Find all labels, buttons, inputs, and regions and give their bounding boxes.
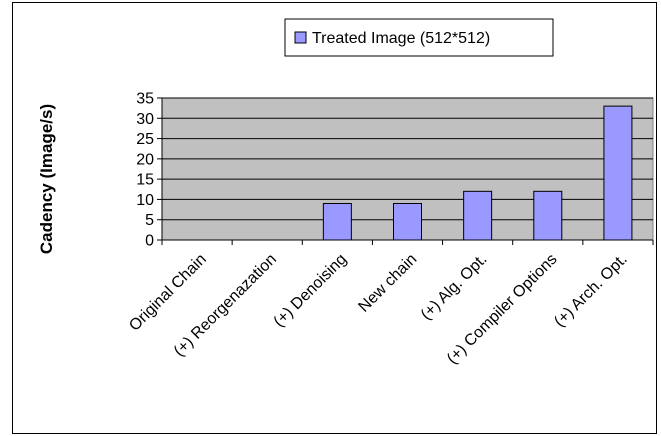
x-tick-labels: Original Chain(+) Reorgenazation(+) Deno… (126, 251, 631, 368)
y-tick-label: 15 (136, 172, 154, 189)
x-tick-label: (+) Alg. Opt. (418, 251, 491, 324)
bar (533, 190, 563, 241)
bars (322, 105, 633, 241)
y-tick-label: 20 (136, 151, 154, 168)
y-tick-label: 30 (136, 111, 154, 128)
y-tick-label: 35 (136, 91, 154, 108)
x-tick-label: New chain (355, 251, 420, 316)
x-tick-label: (+) Arch. Opt. (551, 251, 631, 331)
y-tick-label: 0 (145, 233, 154, 250)
legend: Treated Image (512*512) (284, 18, 554, 57)
legend-swatch (294, 31, 307, 44)
bar (393, 202, 422, 241)
legend-box (284, 18, 554, 57)
bar (322, 202, 352, 241)
bar (603, 105, 633, 241)
y-tick-label: 10 (136, 192, 154, 209)
gridlines (162, 97, 653, 241)
y-axis-label: Cadency (Image/s) (37, 104, 56, 254)
y-ticks: 0 5 10 15 20 25 30 35 (136, 91, 162, 250)
x-ticks (161, 240, 654, 245)
x-tick-label: (+) Denoising (271, 251, 351, 331)
bar (463, 190, 493, 241)
y-tick-label: 5 (145, 212, 154, 229)
legend-label: Treated Image (512*512) (312, 30, 490, 47)
y-tick-label: 25 (136, 131, 154, 148)
